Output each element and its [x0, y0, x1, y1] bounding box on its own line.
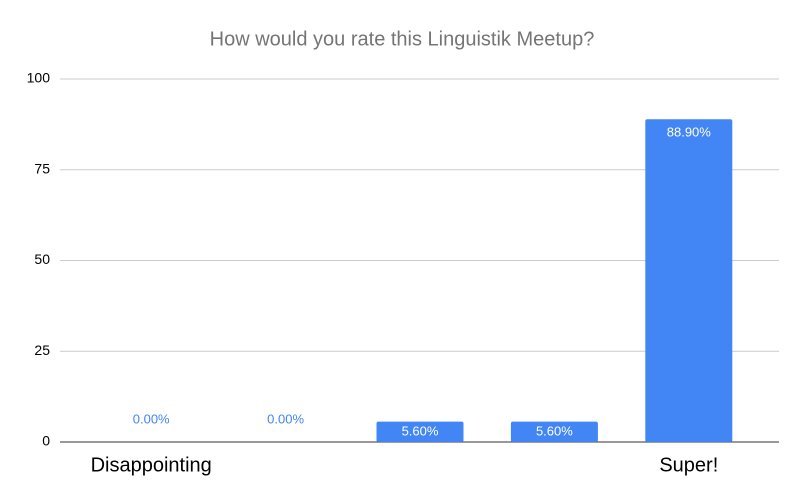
data-label: 5.60% [402, 423, 439, 438]
bar [376, 421, 464, 442]
data-label: 5.60% [536, 423, 573, 438]
y-tick-label: 0 [42, 433, 50, 449]
y-tick-label: 25 [34, 342, 50, 358]
chart-title: How would you rate this Linguistik Meetu… [210, 28, 595, 50]
bar [645, 119, 733, 442]
data-label: 0.00% [267, 411, 304, 426]
x-tick-label: Super! [659, 454, 718, 476]
y-tick-label: 75 [34, 160, 50, 176]
data-label: 88.90% [667, 125, 712, 140]
bar [510, 421, 598, 442]
y-tick-label: 100 [27, 70, 51, 86]
x-tick-label: Disappointing [91, 454, 212, 476]
y-tick-label: 50 [34, 251, 50, 267]
data-label: 0.00% [133, 411, 170, 426]
